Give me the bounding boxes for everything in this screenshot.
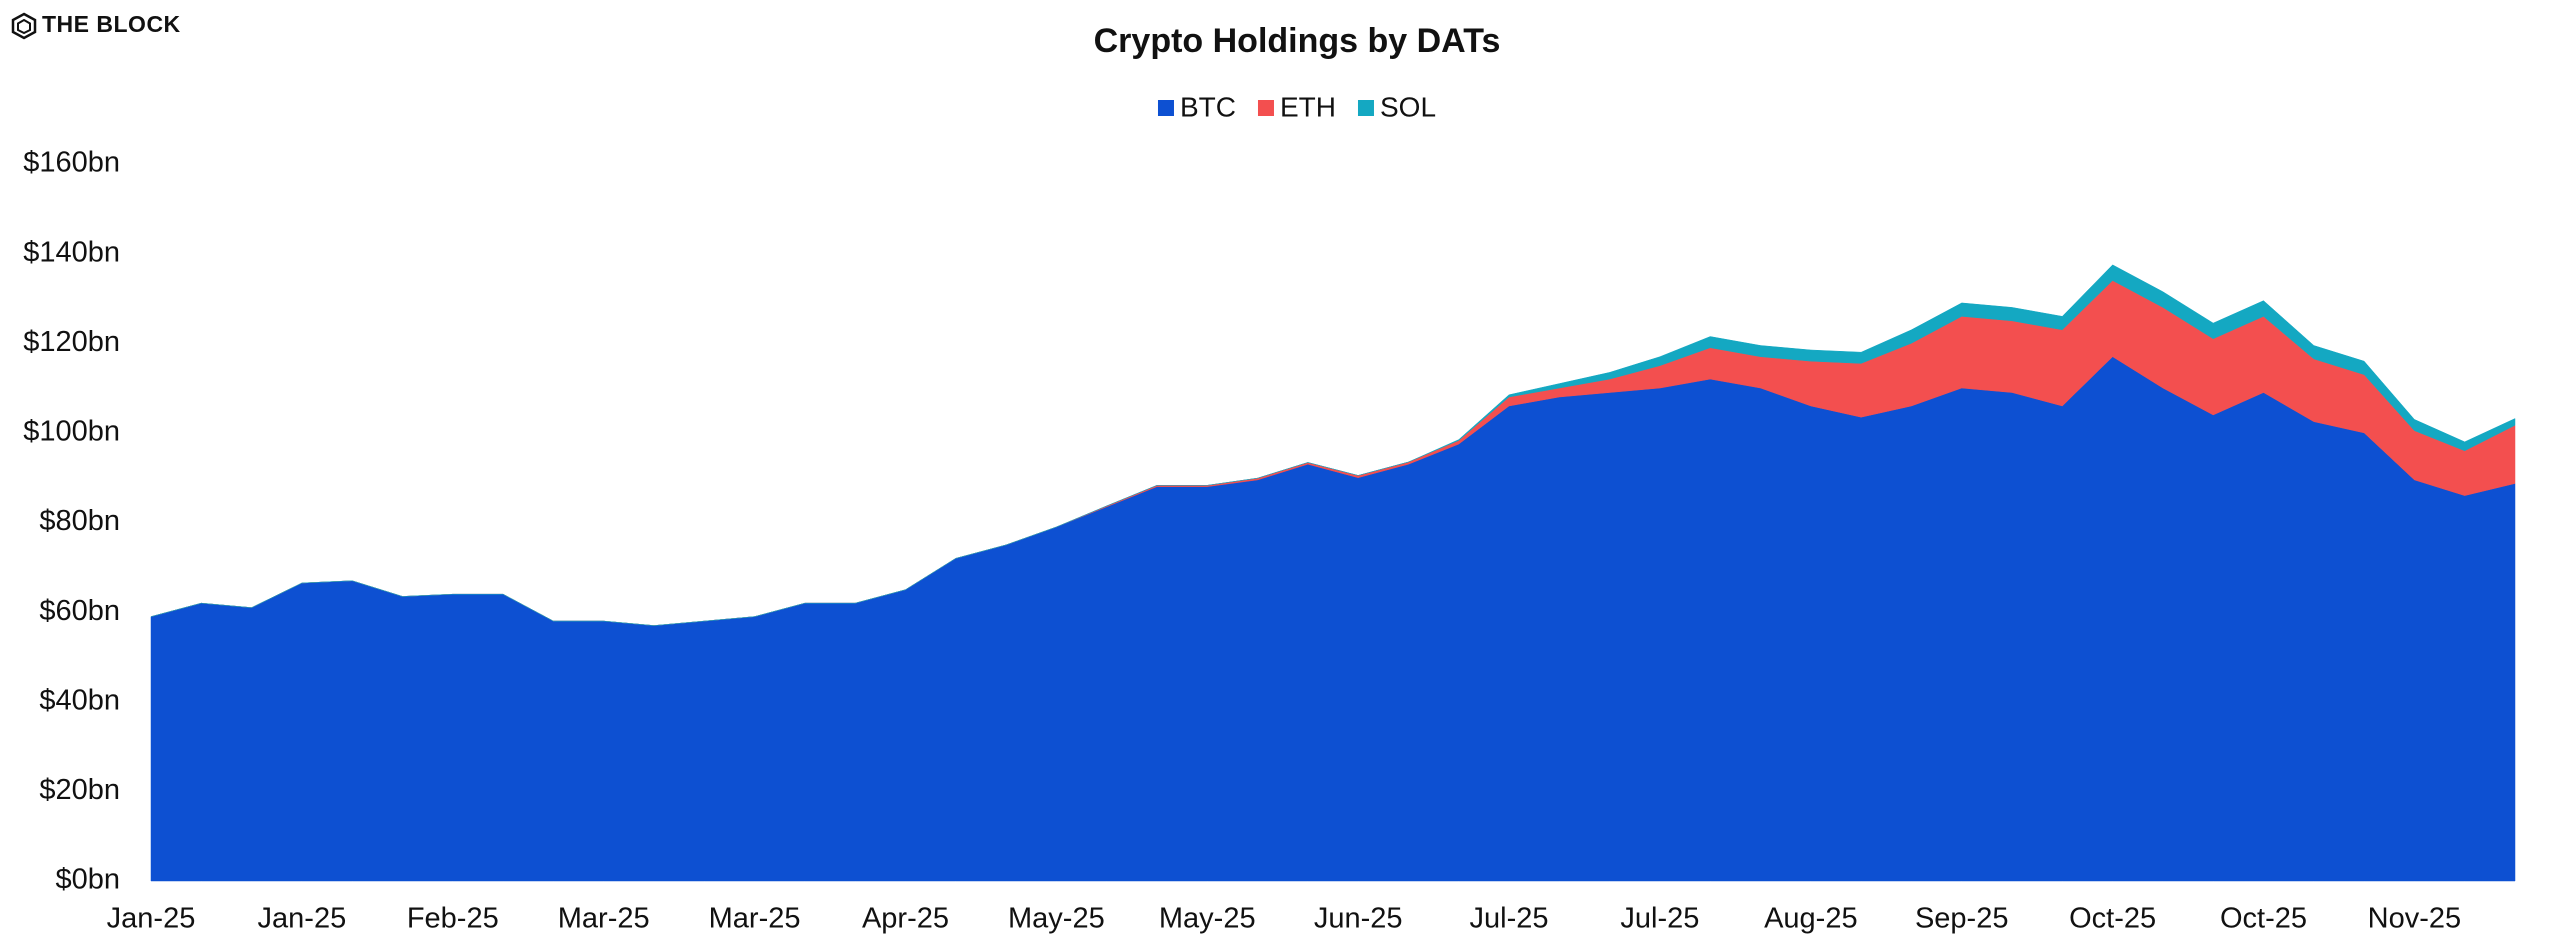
legend-swatch bbox=[1257, 100, 1274, 116]
x-tick-label: Jan-25 bbox=[258, 903, 347, 935]
y-tick-label: $140bn bbox=[23, 236, 120, 268]
x-tick-label: May-25 bbox=[1159, 903, 1256, 935]
brand-name: THE BLOCK bbox=[42, 11, 181, 37]
x-tick-label: May-25 bbox=[1008, 903, 1105, 935]
x-tick-label: Jul-25 bbox=[1470, 903, 1549, 935]
y-tick-label: $80bn bbox=[39, 505, 120, 537]
x-tick-label: Sep-25 bbox=[1915, 903, 2009, 935]
area-btc bbox=[150, 356, 2516, 882]
chart-title: Crypto Holdings by DATs bbox=[1094, 22, 1501, 60]
x-tick-label: Jan-25 bbox=[107, 903, 196, 935]
brand-logo: THE BLOCK bbox=[11, 11, 181, 40]
y-tick-label: $40bn bbox=[39, 684, 120, 716]
legend-swatch bbox=[1157, 100, 1174, 116]
x-tick-label: Aug-25 bbox=[1764, 903, 1858, 935]
legend-swatch bbox=[1357, 100, 1374, 116]
x-tick-label: Mar-25 bbox=[558, 903, 650, 935]
y-tick-label: $100bn bbox=[23, 416, 120, 448]
legend-label: ETH bbox=[1280, 91, 1336, 122]
x-tick-label: Jul-25 bbox=[1620, 903, 1699, 935]
x-tick-label: Nov-25 bbox=[2368, 903, 2462, 935]
x-tick-label: Feb-25 bbox=[407, 903, 499, 935]
x-tick-label: Apr-25 bbox=[862, 903, 949, 935]
brand-icon bbox=[11, 12, 37, 40]
y-tick-label: $60bn bbox=[39, 595, 120, 627]
y-tick-label: $160bn bbox=[23, 147, 120, 179]
y-tick-label: $20bn bbox=[39, 774, 120, 806]
y-tick-label: $120bn bbox=[23, 326, 120, 358]
y-tick-label: $0bn bbox=[55, 864, 120, 896]
legend: BTC ETH SOL bbox=[1157, 91, 1436, 122]
legend-label: BTC bbox=[1180, 91, 1236, 122]
area-sol bbox=[150, 264, 2516, 626]
legend-label: SOL bbox=[1380, 91, 1436, 122]
x-tick-label: Mar-25 bbox=[709, 903, 801, 935]
x-tick-label: Oct-25 bbox=[2220, 903, 2307, 935]
plot-area: $0bn $20bn $40bn $60bn $80bn $100bn $120bn $140… bbox=[23, 147, 2516, 935]
x-tick-label: Jun-25 bbox=[1314, 903, 1403, 935]
x-tick-label: Oct-25 bbox=[2069, 903, 2156, 935]
